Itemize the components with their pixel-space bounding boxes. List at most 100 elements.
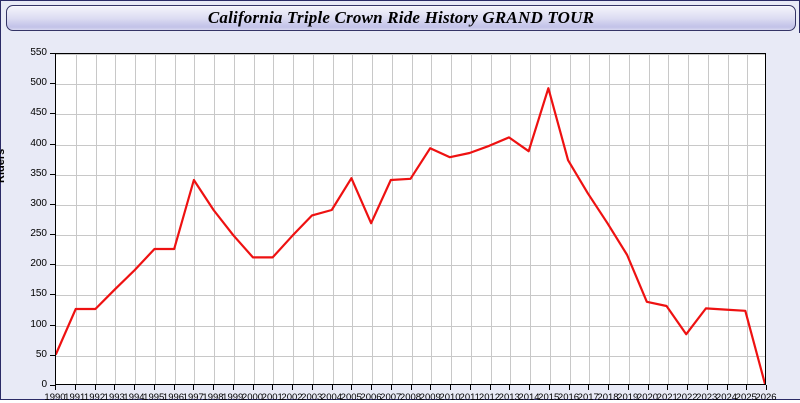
x-axis-tick-mark bbox=[252, 385, 254, 390]
x-axis-tick-mark bbox=[311, 385, 313, 390]
y-axis-tick-label: 550 bbox=[30, 47, 47, 58]
y-axis-tick-label: 200 bbox=[30, 258, 47, 270]
x-axis-tick-mark bbox=[746, 385, 748, 390]
x-axis-tick-mark bbox=[568, 385, 570, 390]
gridline-vertical bbox=[352, 54, 353, 384]
gridline-horizontal bbox=[56, 326, 765, 327]
chart-region: Riders 0 50 100 150 200 250 300 350 400 450 500 550… bbox=[0, 33, 800, 403]
gridline-vertical bbox=[234, 54, 235, 384]
x-axis-tick-label: 2022 bbox=[676, 392, 698, 403]
x-axis-tick-label: 2011 bbox=[459, 392, 480, 403]
y-axis-tick-mark bbox=[50, 203, 55, 205]
gridline-vertical bbox=[649, 54, 650, 384]
x-axis-tick-mark bbox=[726, 385, 728, 390]
gridline-vertical bbox=[451, 54, 452, 384]
x-axis-tick-label: 1998 bbox=[202, 392, 224, 403]
gridline-horizontal bbox=[56, 175, 765, 176]
y-axis-tick-mark bbox=[50, 83, 55, 85]
y-axis-tick-label: 450 bbox=[30, 107, 47, 119]
y-axis-tick-mark bbox=[50, 324, 55, 326]
x-axis-tick-label: 1993 bbox=[103, 392, 125, 403]
x-axis-tick-mark bbox=[529, 385, 530, 390]
plot-area bbox=[55, 53, 766, 385]
gridline-horizontal bbox=[56, 54, 765, 55]
x-axis-tick-mark bbox=[74, 385, 76, 390]
y-axis-tick-label: 100 bbox=[30, 318, 47, 330]
x-axis-tick-mark bbox=[410, 385, 412, 390]
gridline-horizontal bbox=[56, 145, 765, 146]
y-axis-tick-mark bbox=[50, 143, 55, 145]
x-axis-tick-mark bbox=[153, 385, 155, 390]
gridline-horizontal bbox=[56, 114, 765, 115]
x-axis-tick-mark bbox=[351, 385, 353, 390]
x-axis-tick-mark bbox=[371, 385, 372, 390]
y-axis-tick-mark bbox=[50, 173, 55, 175]
y-axis-tick-label: 300 bbox=[30, 197, 47, 209]
gridline-vertical bbox=[214, 54, 215, 384]
x-axis-tick-label: 2025 bbox=[735, 392, 757, 403]
gridline-vertical bbox=[530, 54, 531, 384]
x-axis-tick-label: 1990 bbox=[44, 392, 66, 403]
gridline-horizontal bbox=[56, 356, 765, 357]
gridline-vertical bbox=[76, 54, 77, 384]
x-axis-tick-label: 2008 bbox=[399, 392, 422, 403]
y-axis-tick-label: 50 bbox=[35, 348, 47, 360]
y-axis-tick-label: 350 bbox=[30, 167, 47, 179]
x-axis-tick-label: 2019 bbox=[617, 392, 639, 403]
gridline-vertical bbox=[273, 54, 274, 384]
x-axis-tick-mark bbox=[173, 385, 175, 390]
gridline-horizontal bbox=[56, 295, 765, 296]
gridline-vertical bbox=[510, 54, 511, 384]
gridline-vertical bbox=[392, 54, 393, 384]
x-axis-tick-mark bbox=[331, 385, 333, 390]
x-axis-tick-mark bbox=[114, 385, 116, 390]
y-axis-tick-mark bbox=[50, 385, 55, 386]
gridline-vertical bbox=[313, 54, 314, 384]
x-axis-tick-mark bbox=[55, 385, 56, 390]
gridline-horizontal bbox=[56, 205, 765, 206]
x-axis-tick-label: 2002 bbox=[281, 392, 303, 403]
gridline-horizontal bbox=[56, 84, 765, 85]
y-axis-tick-mark bbox=[50, 53, 55, 54]
gridline-vertical bbox=[570, 54, 571, 384]
x-axis-tick-mark bbox=[134, 385, 135, 390]
x-axis-tick-label: 2020 bbox=[636, 392, 659, 403]
gridline-vertical bbox=[747, 54, 748, 384]
x-axis-tick-mark bbox=[548, 385, 550, 390]
x-axis-tick-label: 1996 bbox=[162, 392, 185, 403]
x-axis-tick-mark bbox=[272, 385, 274, 390]
x-axis-tick-label: 2024 bbox=[715, 392, 738, 403]
x-axis-tick-label: 2026 bbox=[755, 392, 777, 403]
x-axis-tick-mark bbox=[608, 385, 609, 390]
gridline-vertical bbox=[412, 54, 413, 384]
x-axis-tick-mark bbox=[509, 385, 511, 390]
line-series-riders bbox=[56, 87, 765, 384]
x-axis-tick-label: 2009 bbox=[419, 392, 441, 403]
gridline-horizontal bbox=[56, 265, 765, 266]
x-axis-tick-mark bbox=[706, 385, 708, 390]
gridline-vertical bbox=[688, 54, 689, 384]
gridline-vertical bbox=[629, 54, 630, 384]
gridline-vertical bbox=[491, 54, 492, 384]
y-axis-tick-mark bbox=[50, 234, 55, 236]
gridline-vertical bbox=[550, 54, 551, 384]
x-axis-tick-mark bbox=[390, 385, 392, 390]
x-axis-tick-label: 2010 bbox=[439, 392, 461, 403]
x-axis-tick-mark bbox=[450, 385, 451, 390]
y-axis-tick-label: 250 bbox=[30, 228, 47, 240]
x-axis-tick-label: 2012 bbox=[478, 392, 501, 403]
x-axis-tick-label: 1994 bbox=[123, 392, 145, 403]
x-axis-tick-mark bbox=[430, 385, 432, 390]
y-axis-tick-mark bbox=[50, 354, 55, 356]
gridline-vertical bbox=[609, 54, 610, 384]
gridline-vertical bbox=[175, 54, 176, 384]
y-axis-tick-mark bbox=[50, 113, 55, 115]
gridline-vertical bbox=[333, 54, 334, 384]
y-axis-tick-label: 400 bbox=[30, 137, 47, 149]
x-axis-tick-label: 1992 bbox=[83, 392, 106, 403]
x-axis-tick-mark bbox=[292, 385, 293, 390]
gridline-vertical bbox=[155, 54, 156, 384]
x-axis-tick-mark bbox=[469, 385, 471, 390]
x-axis-tick-mark bbox=[94, 385, 96, 390]
